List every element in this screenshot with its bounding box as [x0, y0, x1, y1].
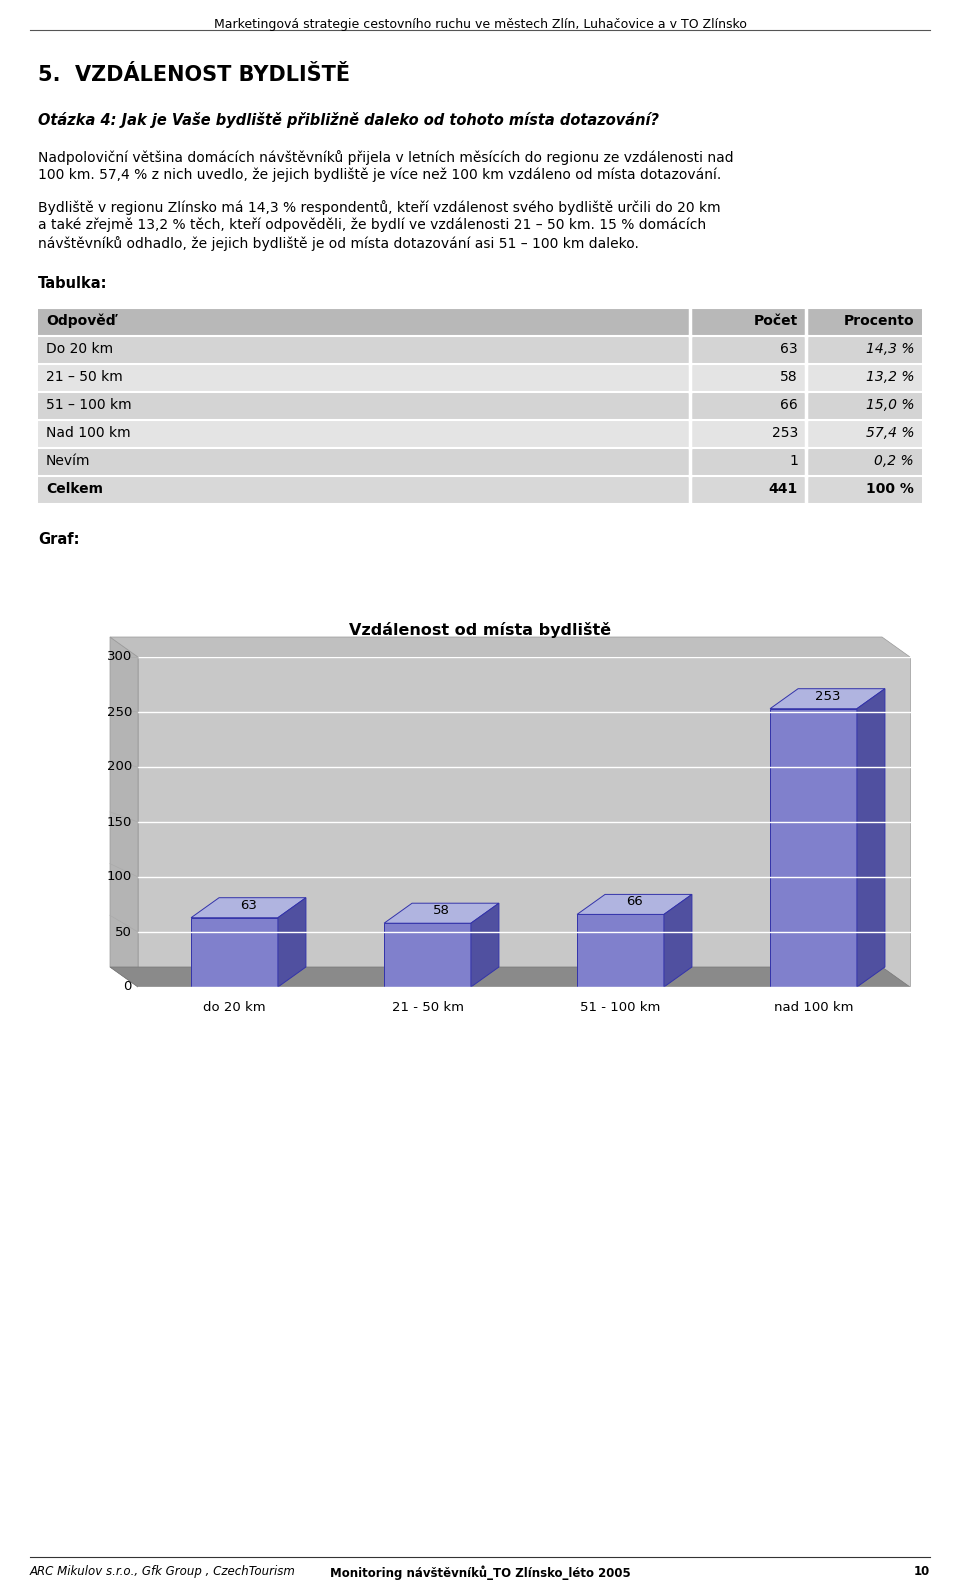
Text: do 20 km: do 20 km [204, 1002, 266, 1014]
Text: 253: 253 [815, 690, 840, 703]
Polygon shape [384, 904, 499, 923]
Text: 57,4 %: 57,4 % [866, 427, 914, 439]
Polygon shape [110, 967, 910, 988]
Polygon shape [110, 637, 138, 988]
Bar [38, 420, 922, 449]
Bar [38, 392, 922, 420]
Text: 63: 63 [780, 341, 798, 356]
Text: a také zřejmě 13,2 % těch, kteří odpověděli, že bydlí ve vzdálenosti 21 – 50 km.: a také zřejmě 13,2 % těch, kteří odpověd… [38, 218, 707, 232]
Text: 51 – 100 km: 51 – 100 km [46, 398, 132, 412]
Text: 13,2 %: 13,2 % [866, 370, 914, 384]
Polygon shape [471, 904, 499, 988]
Text: Nevím: Nevím [46, 453, 90, 468]
Polygon shape [191, 897, 306, 918]
Text: Odpověď: Odpověď [46, 314, 115, 329]
Text: ARC Mikulov s.r.o., Gfk Group , CzechTourism: ARC Mikulov s.r.o., Gfk Group , CzechTou… [30, 1566, 296, 1578]
Text: 100: 100 [107, 871, 132, 883]
Bar [138, 657, 910, 988]
Text: 100 %: 100 % [866, 482, 914, 496]
Text: Otázka 4: Jak je Vaše bydliště přibližně daleko od tohoto místa dotazování?: Otázka 4: Jak je Vaše bydliště přibližně… [38, 112, 659, 128]
Text: 51 - 100 km: 51 - 100 km [580, 1002, 660, 1014]
Text: návštěvníků odhadlo, že jejich bydliště je od místa dotazování asi 51 – 100 km d: návštěvníků odhadlo, že jejich bydliště … [38, 235, 638, 251]
Bar [770, 709, 857, 988]
Polygon shape [577, 894, 692, 915]
Text: 66: 66 [626, 896, 643, 908]
Bar [577, 915, 664, 988]
Text: nad 100 km: nad 100 km [774, 1002, 853, 1014]
Bar [38, 363, 922, 392]
Text: 50: 50 [115, 926, 132, 939]
Text: Vzdálenost od místa bydliště: Vzdálenost od místa bydliště [348, 623, 612, 638]
Text: Bydliště v regionu Zlínsko má 14,3 % respondentů, kteří vzdálenost svého bydlišt: Bydliště v regionu Zlínsko má 14,3 % res… [38, 201, 721, 215]
Polygon shape [664, 894, 692, 988]
Polygon shape [857, 689, 885, 988]
Text: 0: 0 [124, 981, 132, 994]
Text: Do 20 km: Do 20 km [46, 341, 113, 356]
Text: Graf:: Graf: [38, 532, 80, 547]
Text: 21 - 50 km: 21 - 50 km [392, 1002, 464, 1014]
Text: 14,3 %: 14,3 % [866, 341, 914, 356]
Text: 1: 1 [789, 453, 798, 468]
Polygon shape [770, 689, 885, 709]
Bar [38, 476, 922, 504]
Text: 58: 58 [433, 904, 450, 918]
Text: 250: 250 [107, 706, 132, 719]
Bar [384, 923, 471, 988]
Text: 0,2 %: 0,2 % [875, 453, 914, 468]
Bar [38, 308, 922, 337]
Polygon shape [110, 637, 910, 657]
Text: 200: 200 [107, 760, 132, 774]
Text: Marketingová strategie cestovního ruchu ve městech Zlín, Luhačovice a v TO Zlíns: Marketingová strategie cestovního ruchu … [213, 17, 747, 32]
Text: 66: 66 [780, 398, 798, 412]
Text: Počet: Počet [754, 314, 798, 329]
Text: Monitoring návštěvníků_TO Zlínsko_léto 2005: Monitoring návštěvníků_TO Zlínsko_léto 2… [329, 1566, 631, 1580]
Text: 150: 150 [107, 815, 132, 828]
Text: Procento: Procento [844, 314, 914, 329]
Text: 15,0 %: 15,0 % [866, 398, 914, 412]
Text: 21 – 50 km: 21 – 50 km [46, 370, 123, 384]
Text: Celkem: Celkem [46, 482, 103, 496]
Text: 5.  VZDÁLENOST BYDLIŠTĚ: 5. VZDÁLENOST BYDLIŠTĚ [38, 65, 350, 85]
Text: Nad 100 km: Nad 100 km [46, 427, 131, 439]
Text: 300: 300 [107, 651, 132, 664]
Polygon shape [278, 897, 306, 988]
Bar [38, 449, 922, 476]
Text: 253: 253 [772, 427, 798, 439]
Text: 441: 441 [769, 482, 798, 496]
Bar [38, 337, 922, 363]
Text: 10: 10 [914, 1566, 930, 1578]
Text: 58: 58 [780, 370, 798, 384]
Text: 63: 63 [240, 899, 257, 912]
Text: Nadpoloviční většina domácích návštěvníků přijela v letních měsících do regionu : Nadpoloviční většina domácích návštěvník… [38, 150, 733, 164]
Bar [191, 918, 278, 988]
Text: 100 km. 57,4 % z nich uvedlo, že jejich bydliště je více než 100 km vzdáleno od : 100 km. 57,4 % z nich uvedlo, že jejich … [38, 167, 721, 183]
Text: Tabulka:: Tabulka: [38, 276, 108, 291]
